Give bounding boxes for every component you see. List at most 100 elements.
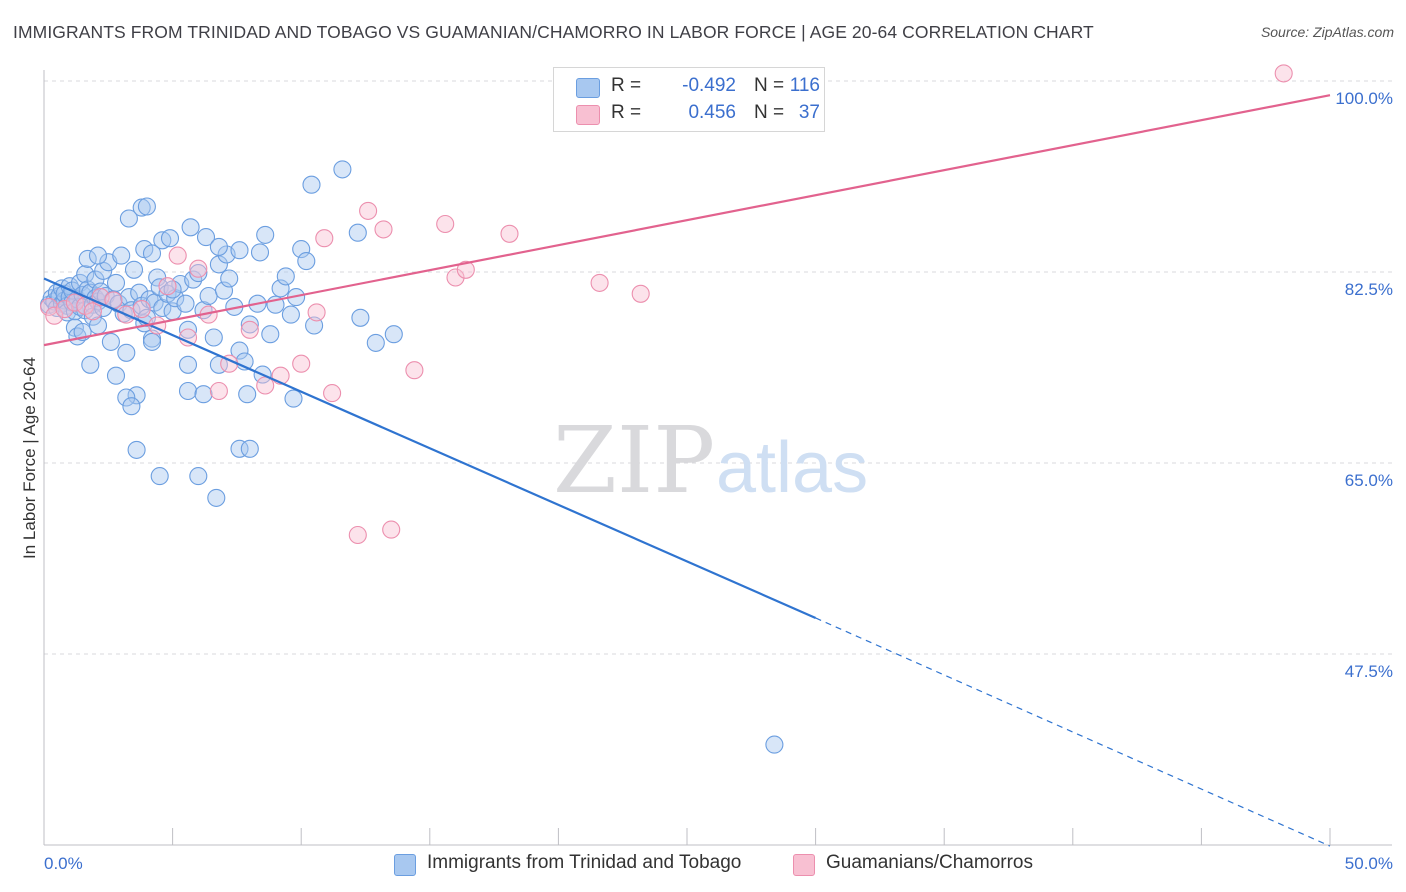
trinidad-point <box>119 209 138 228</box>
legend-swatch-guamanian <box>793 854 815 876</box>
guamanian-point <box>209 381 228 401</box>
guamanian-point <box>436 214 455 234</box>
series-legend: Immigrants from Trinidad and Tobago Guam… <box>0 852 1406 878</box>
legend-swatch-series1 <box>576 78 600 98</box>
trinidad-point <box>137 197 156 216</box>
trinidad-point <box>230 439 249 458</box>
guamanian-point <box>323 384 342 403</box>
trinidad-point <box>153 298 172 318</box>
trinidad-point <box>230 341 249 360</box>
trinidad-point <box>240 315 259 334</box>
guamanian-point <box>456 260 475 279</box>
guamanian-point <box>132 300 151 319</box>
trinidad-point <box>81 355 100 374</box>
trinidad-point <box>240 439 259 458</box>
trinidad-point <box>214 281 234 300</box>
x-tick-labels: 0.0% 50.0% <box>44 854 1393 873</box>
legend-n-value: 37 <box>798 102 820 123</box>
legend-swatch-series2 <box>576 105 600 125</box>
y-tick-labels: 47.5% 65.0% 82.5% 100.0% <box>1335 89 1393 681</box>
trinidad-point <box>178 320 198 339</box>
legend-r-label: R = <box>611 75 642 96</box>
y-tick-label: 82.5% <box>1345 280 1393 299</box>
trinidad-point <box>276 267 295 286</box>
trinidad-point <box>230 241 249 260</box>
trinidad-point <box>140 290 159 309</box>
guamanian-point <box>55 300 74 319</box>
trinidad-point <box>250 243 270 262</box>
guamanian-trend-line <box>43 94 1331 347</box>
legend-label-trinidad: Immigrants from Trinidad and Tobago <box>427 852 742 873</box>
trinidad-point <box>199 286 218 306</box>
trinidad-point <box>160 229 180 248</box>
legend-n-value: 116 <box>789 75 820 96</box>
gridlines <box>44 80 1392 655</box>
trinidad-point <box>256 225 275 244</box>
chart-title: IMMIGRANTS FROM TRINIDAD AND TOBAGO VS G… <box>13 22 1094 42</box>
trinidad-point <box>220 269 239 288</box>
guamanian-point <box>40 297 59 316</box>
trinidad-point <box>194 385 213 404</box>
trinidad-point <box>106 273 126 292</box>
axes <box>43 70 1392 846</box>
trinidad-point <box>302 175 321 194</box>
y-tick-label: 65.0% <box>1345 471 1393 490</box>
legend-swatch-trinidad <box>394 854 416 876</box>
trinidad-point <box>209 237 228 256</box>
guamanian-point <box>1274 64 1293 83</box>
guamanian-point <box>158 277 177 296</box>
trinidad-point <box>76 265 95 284</box>
guamanian-point <box>405 361 424 380</box>
trinidad-point <box>204 328 223 347</box>
trinidad-point <box>142 332 162 351</box>
guamanian-point <box>189 259 208 278</box>
legend-n-label: N = <box>754 102 785 123</box>
trinidad-point <box>178 355 198 374</box>
trinidad-point <box>101 332 120 351</box>
x-tick-label: 0.0% <box>44 854 83 873</box>
trinidad-point <box>189 467 208 486</box>
guamanian-point <box>631 284 650 303</box>
trinidad-point <box>122 397 141 416</box>
x-tick-label: 50.0% <box>1345 854 1393 873</box>
guamanian-point <box>307 303 326 322</box>
trinidad-point <box>207 488 226 507</box>
trinidad-point <box>261 325 280 344</box>
trinidad-point <box>238 385 257 404</box>
guamanian-point <box>446 268 465 287</box>
guamanian-point <box>374 220 393 239</box>
watermark: ZIP atlas <box>553 407 868 514</box>
trinidad-point <box>196 228 216 247</box>
legend-r-value: -0.492 <box>682 75 736 96</box>
trinidad-point <box>176 294 195 313</box>
trinidad-point <box>124 260 144 279</box>
trinidad-trend-line <box>43 277 817 619</box>
guamanian-point <box>292 354 311 373</box>
correlation-legend: R = -0.492 N = 116 R = 0.456 N = 37 <box>553 67 825 132</box>
guamanian-point <box>382 520 401 539</box>
trinidad-point <box>112 246 131 265</box>
trinidad-point <box>281 305 300 324</box>
trinidad-point <box>88 246 108 265</box>
y-tick-label: 47.5% <box>1345 662 1393 681</box>
trinidad-point <box>117 388 136 407</box>
trinidad-point <box>181 218 200 237</box>
trinidad-point <box>117 343 136 362</box>
trinidad-point <box>189 264 208 283</box>
y-axis-label: In Labor Force | Age 20-64 <box>20 357 39 559</box>
guamanian-point <box>315 229 334 248</box>
watermark-atlas: atlas <box>716 428 868 508</box>
trinidad-point <box>178 381 198 401</box>
guamanian-point <box>45 306 64 325</box>
trinidad-point <box>142 244 162 263</box>
guamanian-point <box>240 320 259 339</box>
trinidad-point <box>292 240 311 259</box>
legend-r-label: R = <box>611 102 642 123</box>
guamanian-point <box>590 273 609 292</box>
trinidad-point <box>78 249 97 268</box>
trinidad-point <box>333 160 352 179</box>
series-trinidad-points <box>40 160 784 754</box>
trinidad-point <box>127 440 146 459</box>
guamanian-point <box>348 525 367 545</box>
trinidad-point <box>106 366 126 385</box>
